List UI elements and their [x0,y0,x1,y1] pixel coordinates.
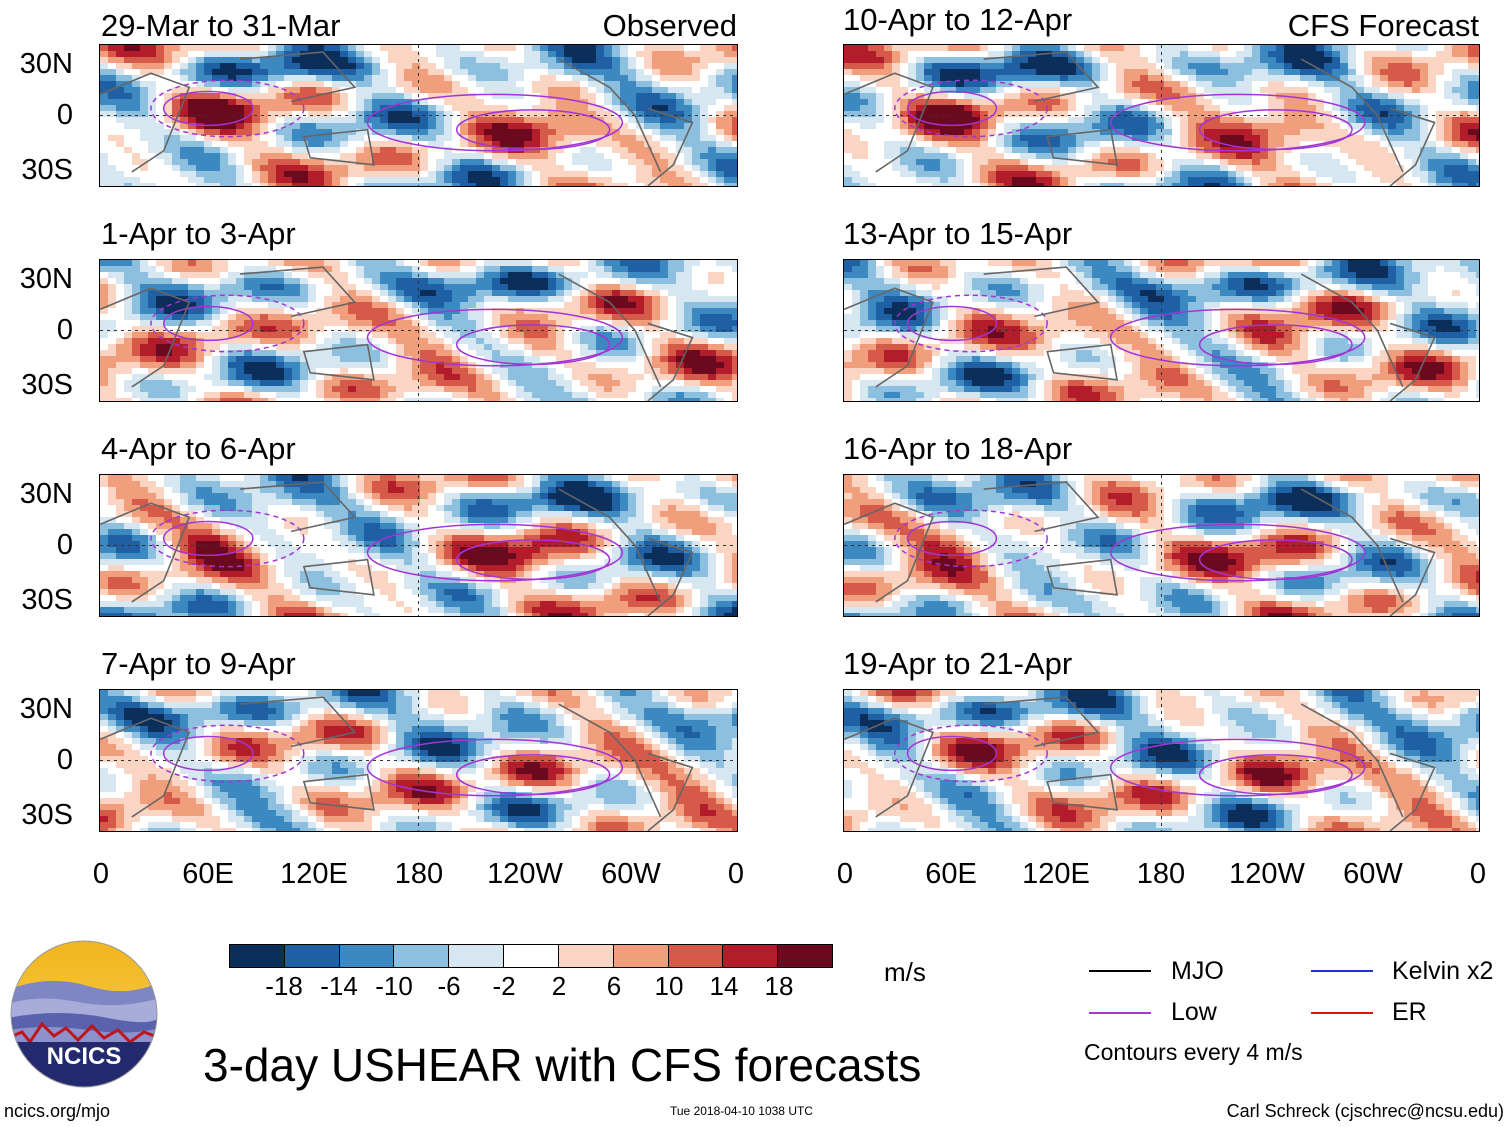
colorbar-swatch [613,945,669,967]
contour-note: Contours every 4 m/s [1084,1039,1303,1065]
lon-label: 60W [1343,858,1403,890]
colorbar-swatch [394,945,450,967]
legend-label-low: Low [1171,998,1217,1026]
shear-field [844,45,1479,186]
shear-field [844,475,1479,616]
map-panel-fc-3 [843,474,1480,617]
colorbar-tick: 14 [709,971,739,1001]
colorbar-tick: -6 [437,971,461,1001]
lat-label-eq: 0 [56,314,73,346]
legend-label-mjo: MJO [1171,957,1224,985]
colorbar-swatch [449,945,505,967]
legend-line-low [1089,1012,1151,1014]
colorbar [229,944,833,968]
colorbar-tick: 18 [764,971,794,1001]
panel-title-fc-4: 19-Apr to 21-Apr [843,646,1073,681]
panel-title-obs-2: 1-Apr to 3-Apr [101,216,296,251]
lon-label: 0 [727,858,745,890]
panel-title-obs-1: 29-Mar to 31-Mar [101,8,341,43]
lat-label-30s: 30S [21,799,73,831]
lon-label: 180 [394,858,444,890]
lon-label: 120E [280,858,348,890]
forecast-tag: CFS Forecast [1287,8,1479,43]
legend-label-kelvin: Kelvin x2 [1392,957,1494,985]
map-panel-obs-4 [99,689,738,832]
colorbar-swatch [778,945,832,967]
lon-label: 0 [836,858,854,890]
colorbar-swatch [723,945,779,967]
lat-label-30s: 30S [21,369,73,401]
lat-label-30n: 30N [19,48,73,80]
lon-label: 60E [182,858,234,890]
colorbar-tick: 2 [551,971,567,1001]
map-panel-obs-2 [99,259,738,402]
lat-label-30s: 30S [21,584,73,616]
colorbar-swatch [284,945,340,967]
lon-label: 0 [92,858,110,890]
lon-label: 120W [1229,858,1305,890]
shear-field [844,690,1479,831]
lon-label: 0 [1469,858,1487,890]
colorbar-tick: 6 [606,971,622,1001]
lat-label-eq: 0 [56,99,73,131]
panel-title-obs-4: 7-Apr to 9-Apr [101,646,296,681]
footer-url[interactable]: ncics.org/mjo [4,1101,111,1121]
colorbar-units: m/s [884,957,926,987]
lon-label: 120E [1022,858,1090,890]
shear-field [844,260,1479,401]
lat-label-eq: 0 [56,529,73,561]
legend-line-er [1311,1012,1373,1014]
logo-text: NCICS [47,1043,122,1070]
lat-label-30n: 30N [19,478,73,510]
lon-label: 120W [487,858,563,890]
panel-title-fc-3: 16-Apr to 18-Apr [843,431,1073,466]
colorbar-tick: -14 [320,971,358,1001]
footer-credit: Carl Schreck (cjschrec@ncsu.edu) [1226,1101,1504,1121]
panel-title-fc-2: 13-Apr to 15-Apr [843,216,1073,251]
lat-label-30n: 30N [19,693,73,725]
colorbar-swatch [230,945,285,967]
footer-timestamp: Tue 2018-04-10 1038 UTC [670,1104,813,1118]
lat-label-30n: 30N [19,263,73,295]
lon-label: 60W [601,858,661,890]
shear-field [100,690,737,831]
colorbar-tick: -18 [265,971,303,1001]
lon-label: 180 [1136,858,1186,890]
map-panel-obs-3 [99,474,738,617]
panel-title-obs-3: 4-Apr to 6-Apr [101,431,296,466]
legend-line-mjo [1089,970,1151,972]
lat-label-eq: 0 [56,744,73,776]
colorbar-tick: -10 [375,971,413,1001]
panel-title-fc-1: 10-Apr to 12-Apr [843,2,1073,37]
legend-line-kelvin [1311,970,1373,972]
lat-label-30s: 30S [21,154,73,186]
colorbar-swatch [668,945,724,967]
colorbar-tick: -2 [492,971,516,1001]
observed-tag: Observed [602,8,737,43]
map-panel-obs-1 [99,44,738,187]
map-panel-fc-4 [843,689,1480,832]
map-panel-fc-1 [843,44,1480,187]
main-title: 3-day USHEAR with CFS forecasts [203,1039,922,1091]
colorbar-swatch [558,945,614,967]
colorbar-swatch [504,945,559,967]
ncics-logo: NCICS [8,938,160,1090]
shear-field [100,45,737,186]
colorbar-tick: 10 [654,971,684,1001]
shear-field [100,475,737,616]
lon-label: 60E [925,858,977,890]
legend-label-er: ER [1392,998,1427,1026]
map-panel-fc-2 [843,259,1480,402]
shear-field [100,260,737,401]
colorbar-swatch [339,945,395,967]
